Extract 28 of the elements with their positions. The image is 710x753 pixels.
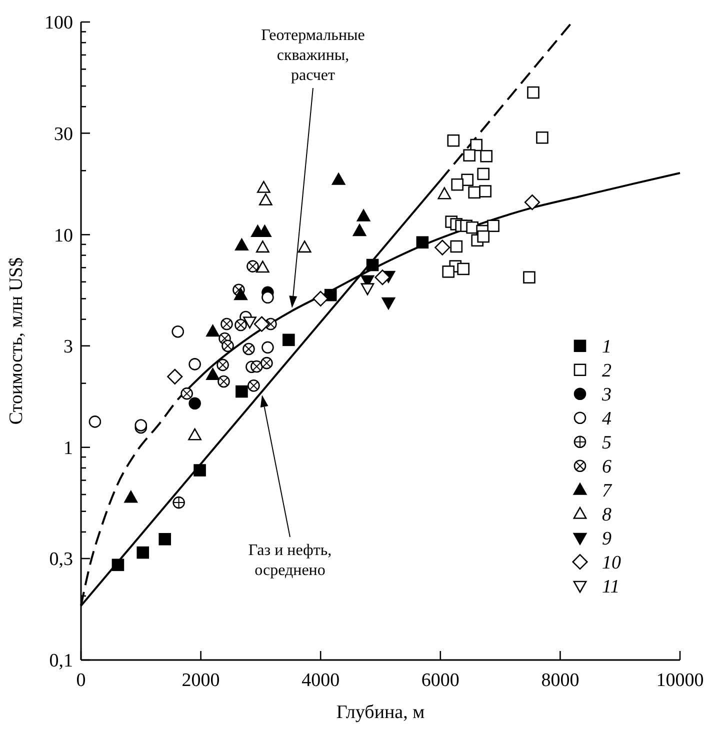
- x-tick-label: 4000: [302, 670, 340, 691]
- legend-label: 2: [602, 360, 612, 382]
- legend-label: 3: [601, 384, 612, 406]
- legend-label: 10: [602, 552, 622, 574]
- y-tick-label: 10: [54, 225, 73, 246]
- y-tick-label: 0,3: [49, 549, 73, 570]
- y-tick-label: 0,1: [49, 650, 73, 672]
- legend-label: 8: [602, 504, 612, 526]
- x-tick-label: 0: [76, 670, 86, 691]
- annotation: Геотермальные скважины, расчет: [261, 27, 365, 84]
- y-tick-label: 3: [64, 336, 73, 358]
- y-tick-label: 1: [64, 438, 73, 459]
- annotation: Газ и нефть, осреднено: [248, 542, 332, 579]
- legend-label: 1: [602, 336, 612, 358]
- legend-label: 6: [602, 456, 612, 478]
- y-axis-title: Стоимость, млн US$: [6, 257, 27, 425]
- legend-label: 7: [602, 480, 613, 502]
- legend-label: 5: [602, 432, 612, 454]
- y-tick-label: 100: [44, 12, 73, 34]
- y-tick-label: 30: [54, 124, 73, 145]
- legend-label: 4: [602, 408, 612, 430]
- x-tick-label: 8000: [541, 670, 580, 691]
- x-axis-title: Глубина, м: [336, 702, 425, 723]
- legend-label: 11: [602, 576, 620, 598]
- legend-label: 9: [602, 528, 612, 550]
- x-tick-label: 2000: [182, 670, 220, 691]
- x-tick-label: 10000: [656, 670, 704, 691]
- x-tick-label: 6000: [421, 670, 460, 691]
